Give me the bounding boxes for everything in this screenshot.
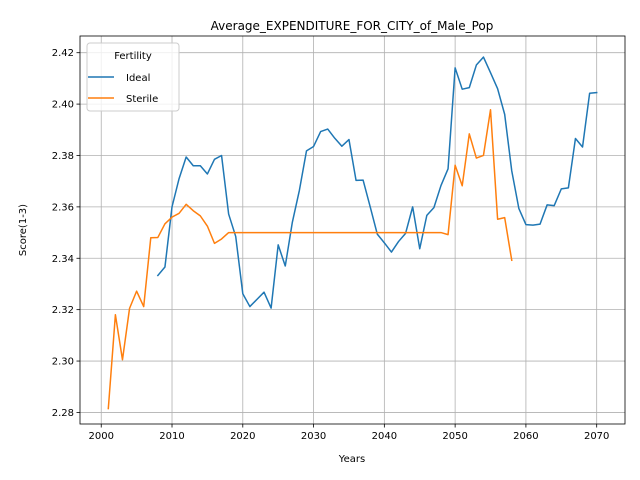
series-line-ideal — [156, 56, 598, 309]
y-axis-label: Score(1-3) — [18, 204, 29, 256]
plot-frame — [79, 35, 626, 425]
legend-label-sterile: Sterile — [126, 94, 158, 105]
legend-label-ideal: Ideal — [126, 73, 150, 84]
y-tick-label: 2.40 — [52, 100, 74, 111]
x-tick-label: 2000 — [89, 431, 114, 442]
x-tick-label: 2030 — [301, 431, 326, 442]
x-tick-label: 2010 — [159, 431, 184, 442]
series-lines — [107, 56, 598, 410]
y-axis-ticks: 2.28 2.30 2.32 2.34 2.36 2.38 2.40 2.42 — [52, 48, 80, 419]
y-tick-label: 2.42 — [52, 48, 74, 59]
grid — [80, 36, 625, 424]
y-tick-label: 2.36 — [52, 202, 74, 213]
x-tick-label: 2020 — [230, 431, 255, 442]
y-tick-label: 2.34 — [52, 254, 74, 265]
x-tick-label: 2050 — [442, 431, 467, 442]
x-tick-label: 2040 — [372, 431, 397, 442]
legend-box — [86, 42, 180, 112]
y-tick-label: 2.32 — [52, 305, 74, 316]
x-axis-ticks: 2000 2010 2020 2030 2040 2050 2060 2070 — [89, 424, 609, 442]
y-tick-label: 2.30 — [52, 357, 74, 368]
x-axis-label: Years — [338, 454, 365, 465]
x-tick-label: 2070 — [584, 431, 609, 442]
series-line-sterile — [107, 109, 513, 410]
x-tick-label: 2060 — [513, 431, 538, 442]
y-tick-label: 2.28 — [52, 408, 74, 419]
legend: Fertility Ideal Sterile — [86, 42, 180, 112]
legend-title: Fertility — [114, 51, 152, 62]
chart-title: Average_EXPENDITURE_FOR_CITY_of_Male_Pop — [211, 19, 494, 33]
y-tick-label: 2.38 — [52, 151, 74, 162]
